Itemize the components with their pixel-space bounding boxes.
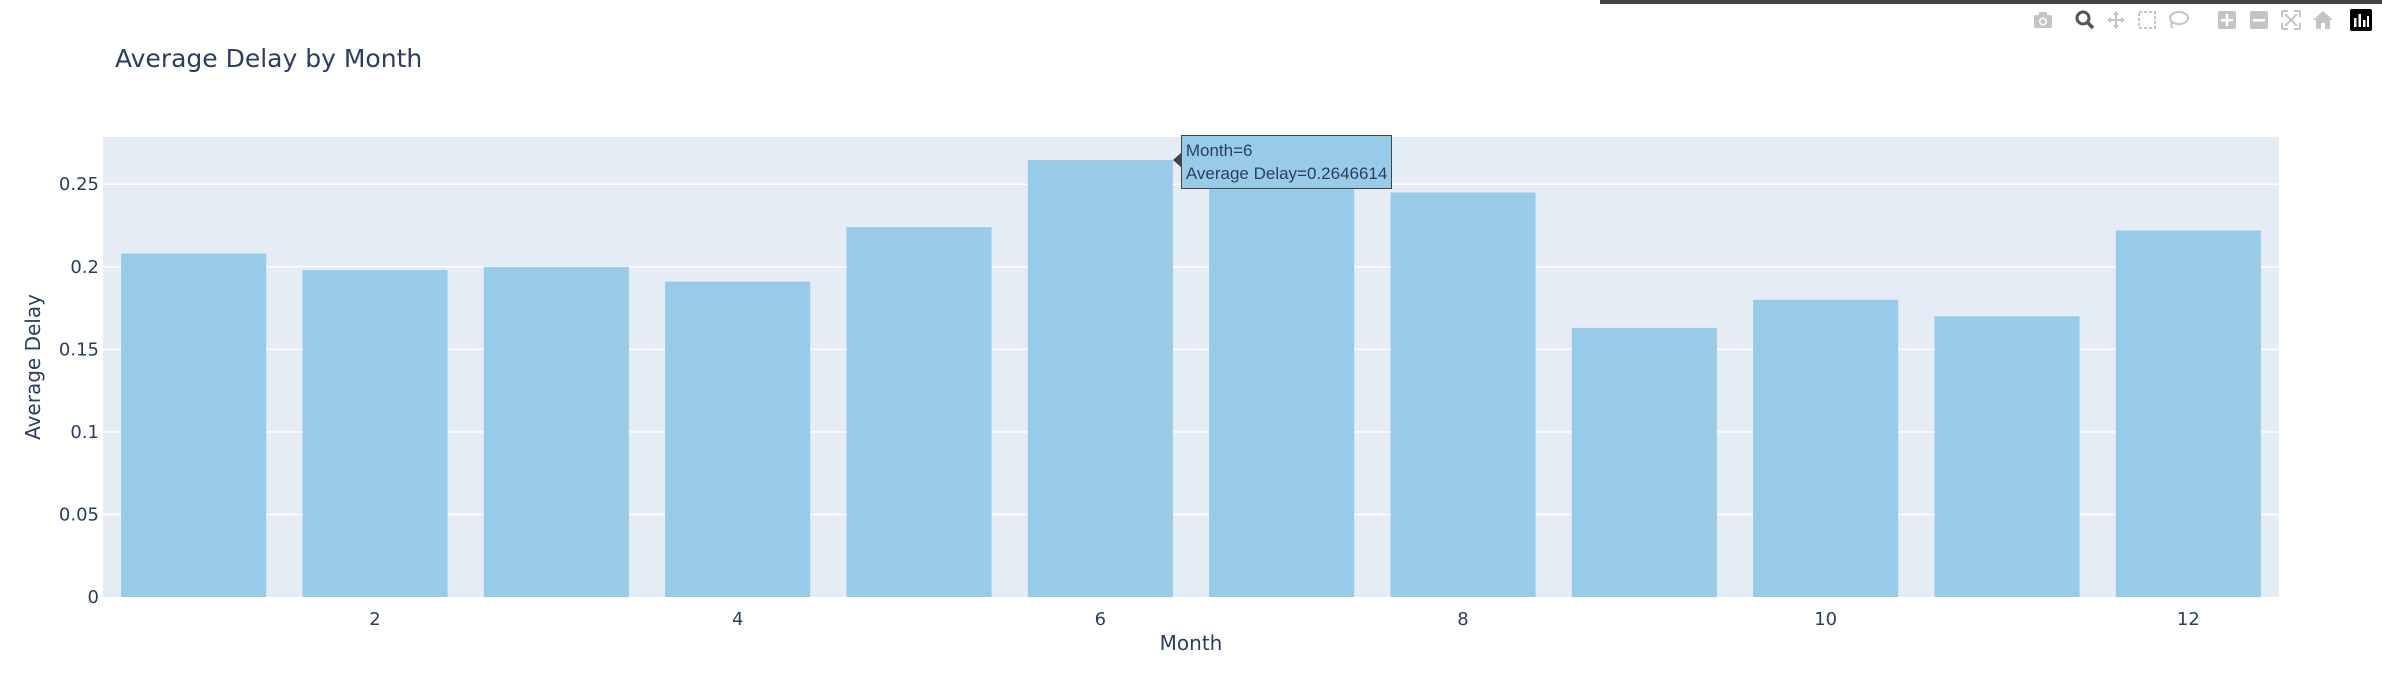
- pan-icon[interactable]: [2103, 8, 2129, 32]
- x-axis-title: Month: [1160, 631, 1223, 655]
- bar-month-4[interactable]: [665, 281, 811, 597]
- bar-month-3[interactable]: [483, 266, 629, 597]
- y-tick-label: 0.05: [59, 504, 99, 525]
- chart-title: Average Delay by Month: [115, 44, 423, 73]
- lasso-icon[interactable]: [2165, 8, 2191, 32]
- bar-month-7[interactable]: [1209, 189, 1355, 597]
- x-tick-labels: 2 4 6 8 10 12: [369, 609, 2200, 630]
- home-icon[interactable]: [2310, 8, 2336, 32]
- x-tick-label: 4: [732, 609, 743, 630]
- autoscale-icon[interactable]: [2278, 8, 2304, 32]
- top-edge-bar: [1600, 0, 2382, 4]
- bar-month-5[interactable]: [846, 227, 992, 597]
- bars: [121, 160, 2261, 598]
- y-tick-label: 0.2: [70, 257, 99, 278]
- tooltip-line-month: Month=6: [1185, 141, 1253, 160]
- tooltip-arrow: [1172, 152, 1182, 168]
- plot-area: [103, 137, 2279, 597]
- y-tick-label: 0.25: [59, 174, 99, 195]
- zoom-in-icon[interactable]: [2214, 8, 2240, 32]
- zoom-out-icon[interactable]: [2246, 8, 2272, 32]
- zoom-icon[interactable]: [2072, 8, 2098, 32]
- x-tick-label: 12: [2177, 609, 2200, 630]
- y-tick-label: 0.1: [70, 422, 99, 443]
- camera-icon[interactable]: [2030, 8, 2056, 32]
- x-tick-label: 8: [1457, 609, 1468, 630]
- gridlines: [103, 183, 2279, 516]
- y-tick-labels: 0 0.05 0.1 0.15 0.2 0.25: [59, 174, 99, 608]
- y-axis-title: Average Delay: [21, 294, 45, 440]
- bar-month-10[interactable]: [1753, 299, 1899, 597]
- hover-tooltip: Month=6 Average Delay=0.2646614: [1180, 135, 1393, 189]
- plotly-logo-icon[interactable]: [2348, 8, 2374, 32]
- bar-month-12[interactable]: [2115, 230, 2261, 597]
- bar-month-6[interactable]: [1027, 160, 1173, 597]
- bar-month-9[interactable]: [1571, 327, 1717, 597]
- x-tick-label: 6: [1095, 609, 1106, 630]
- bar-month-1[interactable]: [121, 253, 267, 598]
- tooltip-line-delay: Average Delay=0.2646614: [1185, 164, 1388, 183]
- bar-month-8[interactable]: [1390, 192, 1536, 597]
- box-select-icon[interactable]: [2134, 8, 2160, 32]
- x-tick-label: 10: [1814, 609, 1837, 630]
- bar-month-2[interactable]: [302, 270, 448, 597]
- x-tick-label: 2: [369, 609, 380, 630]
- bar-month-11[interactable]: [1934, 316, 2080, 597]
- y-tick-label: 0: [88, 587, 99, 608]
- y-tick-label: 0.15: [59, 339, 99, 360]
